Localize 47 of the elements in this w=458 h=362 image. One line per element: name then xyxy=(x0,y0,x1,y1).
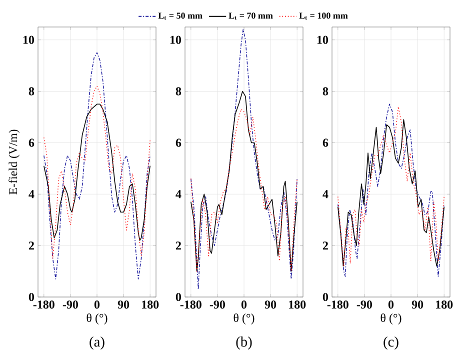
text: (a) xyxy=(90,336,104,350)
y-tick-label: 6 xyxy=(322,138,328,147)
y-tick-label: 6 xyxy=(176,138,182,147)
y-tick-label: 0 xyxy=(28,292,34,302)
y-tick-label: 10 xyxy=(317,36,328,44)
x-tick-label: 0 xyxy=(388,300,394,309)
x-tick-label: 180 xyxy=(436,300,453,309)
y-tick-label: 4 xyxy=(28,190,34,198)
x-tick-label: 180 xyxy=(142,300,159,309)
y-tick-label: 10 xyxy=(170,36,182,44)
y-tick-label: 10 xyxy=(23,36,34,44)
x-tick-label: 0 xyxy=(94,300,100,309)
x-tick-label: -180 xyxy=(180,300,202,309)
y-tick-label: 8 xyxy=(28,87,34,96)
y-tick-label: 2 xyxy=(28,242,34,250)
legend-label: L$_{t}$ = 70 mm xyxy=(228,12,273,20)
line-series xyxy=(190,29,298,290)
x-tick-label: 90 xyxy=(118,300,130,309)
line-series xyxy=(44,86,150,259)
x-tick-label: 0 xyxy=(241,300,247,309)
line-series xyxy=(44,52,150,280)
y-tick-label: 0 xyxy=(176,292,182,302)
legend-label: L$_{t}$ = 100 mm xyxy=(299,12,348,20)
x-tick-label: 180 xyxy=(289,300,306,309)
x-tick-label: 90 xyxy=(412,300,424,309)
y-tick-label: 2 xyxy=(176,242,181,250)
y-tick-label: 4 xyxy=(176,190,182,198)
line-series xyxy=(44,104,150,241)
x-tick-label: 90 xyxy=(264,300,276,309)
x-tick-label: -90 xyxy=(356,300,372,309)
y-tick-label: 8 xyxy=(176,87,182,96)
y-tick-label: 2 xyxy=(322,242,328,250)
text: (b) xyxy=(236,336,252,350)
y-tick-label: 0 xyxy=(322,292,328,302)
x-axis-title: θ (°) xyxy=(380,314,402,324)
x-axis-title: θ (°) xyxy=(234,314,254,324)
y-tick-label: 6 xyxy=(28,138,34,147)
x-axis-title: θ (°) xyxy=(86,314,108,324)
x-tick-label: -180 xyxy=(327,300,348,309)
text: (c) xyxy=(384,336,398,350)
x-tick-label: -90 xyxy=(62,300,78,309)
y-tick-label: 4 xyxy=(322,190,328,198)
y-axis-title: E-field (V/m) xyxy=(8,130,20,194)
legend-label: L$_{t}$ = 50 mm xyxy=(158,12,202,20)
x-tick-label: -180 xyxy=(33,300,54,309)
x-tick-label: -90 xyxy=(210,300,225,309)
y-tick-label: 8 xyxy=(322,87,328,96)
